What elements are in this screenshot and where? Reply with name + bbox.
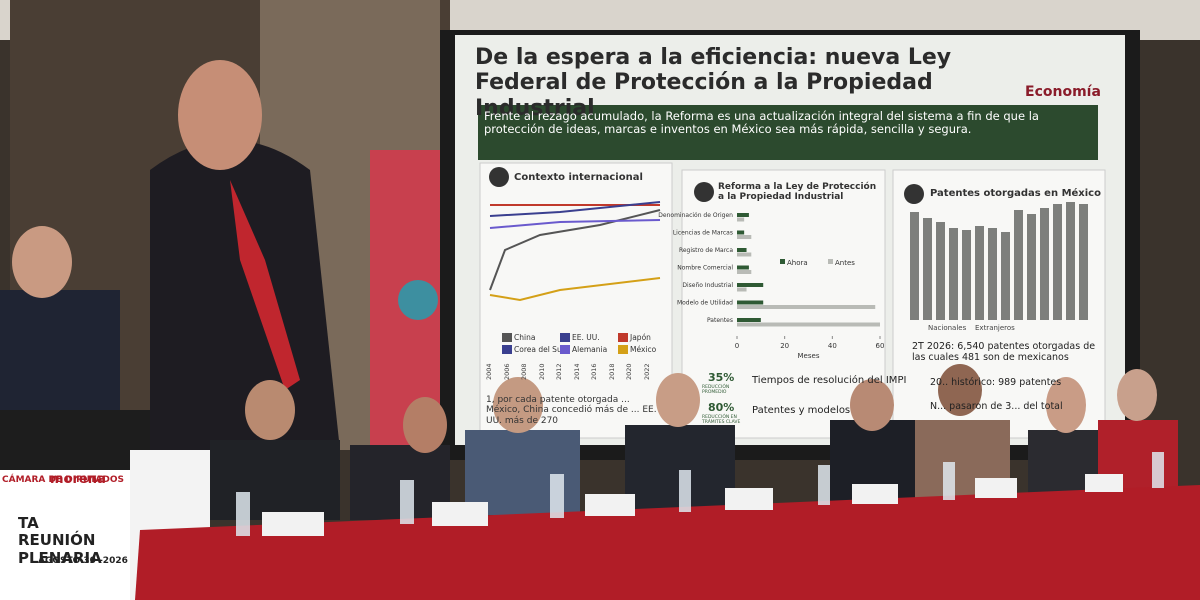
x-tick-label: 2022 xyxy=(642,363,651,380)
x-tick-label: 2012 xyxy=(555,363,563,380)
bar xyxy=(737,300,764,305)
category-label: Diseño Industrial xyxy=(682,282,733,289)
bar xyxy=(737,283,764,287)
x-tick-label: 2008 xyxy=(520,363,528,380)
legend-entry: China xyxy=(502,333,535,342)
legend-entry: EE. UU. xyxy=(560,333,600,342)
x-tick-label: 2016 xyxy=(590,363,598,380)
bar xyxy=(737,230,745,235)
video-logo xyxy=(398,280,438,320)
category-label: Registro de Marca xyxy=(679,247,733,254)
bar xyxy=(737,235,752,239)
bar xyxy=(737,248,747,252)
x-tick-label: 20 xyxy=(780,342,789,350)
bottles xyxy=(236,452,1164,536)
category-label: Nombre Comercial xyxy=(677,265,733,272)
event: TA REUNIÓN PLENARIA xyxy=(18,514,102,567)
panel xyxy=(681,169,886,439)
table-cloth xyxy=(135,485,1200,600)
speaker-head xyxy=(12,226,72,298)
panel-title: Patentes otorgadas en México xyxy=(930,188,1101,199)
chamber: CÁMARA DE DIPUTADOS xyxy=(2,475,125,485)
x-tick-label: 2006 xyxy=(502,363,511,380)
legend-entry: Nacionales xyxy=(928,324,967,332)
bar xyxy=(737,287,747,292)
stat-value: 80% xyxy=(708,401,735,414)
speaker-body xyxy=(0,290,120,410)
category-label: Denominación de Origen xyxy=(658,212,733,219)
bar xyxy=(737,213,749,217)
fact: 2T 2026: 6,540 patentes otorgadas de las… xyxy=(912,341,1096,363)
fact: 20.. histórico: 989 patentes xyxy=(930,377,1062,388)
stat-value: 35% xyxy=(708,371,735,384)
fact: N... pasaron de 3... del total xyxy=(930,401,1063,412)
legend-swatch xyxy=(828,259,833,264)
category-label: Modelo de Utilidad xyxy=(677,300,733,307)
bar xyxy=(737,305,876,309)
bar xyxy=(737,265,749,270)
name-cards xyxy=(262,474,1123,536)
legend-entry: Japón xyxy=(618,333,651,342)
stat-caption: REDUCCIÓN PROMEDIO xyxy=(702,385,730,396)
video-speaker-head xyxy=(178,60,262,170)
legend-entry: Alemania xyxy=(560,345,607,354)
event-date: AGOSTO 30 -2026 xyxy=(38,556,128,566)
bar xyxy=(737,217,745,222)
podium-sign xyxy=(0,470,132,600)
legend-entry: Corea del Sur xyxy=(502,345,565,354)
icon xyxy=(489,167,509,187)
stat-text: Patentes y modelos xyxy=(752,405,851,416)
brand: Economía xyxy=(1025,84,1101,100)
category-label: Patentes xyxy=(707,317,733,324)
slide-subtitle: Frente al rezago acumulado, la Reforma e… xyxy=(484,109,1039,137)
category-label: Licencias de Marcas xyxy=(673,230,733,237)
x-tick-label: 2014 xyxy=(572,363,581,380)
x-tick-label: 2018 xyxy=(607,363,616,380)
legend-entry: Antes xyxy=(835,259,855,267)
axis-label: Meses xyxy=(798,352,820,360)
bar xyxy=(737,318,761,322)
stat-text: Tiempos de resolución del IMPI xyxy=(752,375,907,386)
x-tick-label: 0 xyxy=(735,342,739,350)
x-tick-label: 60 xyxy=(876,342,885,350)
legend-entry: Ahora xyxy=(787,259,808,267)
icon xyxy=(694,182,714,202)
patents-bars xyxy=(910,202,1088,320)
bar xyxy=(737,270,752,274)
legend-entry: Extranjeros xyxy=(975,324,1015,332)
subtitle-band xyxy=(478,105,1098,160)
video-speaker-tie xyxy=(230,180,300,390)
video-speaker-body xyxy=(150,140,340,450)
bar xyxy=(737,322,880,327)
x-tick-label: 2004 xyxy=(485,363,493,380)
panel-note: 1, por cada patente otorgada ... México,… xyxy=(486,395,657,426)
panel-title: Reforma a la Ley de Protección a la Prop… xyxy=(718,182,877,203)
x-tick-label: 40 xyxy=(828,342,837,350)
legend-swatch xyxy=(780,259,785,264)
legend-entry: México xyxy=(618,345,656,354)
stat-caption: REDUCCIÓN EN TRÁMITES CLAVE xyxy=(702,415,741,426)
x-tick-label: 2010 xyxy=(537,363,546,380)
bar xyxy=(737,252,752,257)
party: morena xyxy=(50,472,106,487)
slide-title: De la espera a la eficiencia: nueva Ley … xyxy=(475,45,952,121)
context-lines xyxy=(489,201,661,302)
panel-title: Contexto internacional xyxy=(514,172,643,183)
x-tick-label: 2020 xyxy=(625,363,633,380)
icon xyxy=(904,184,924,204)
